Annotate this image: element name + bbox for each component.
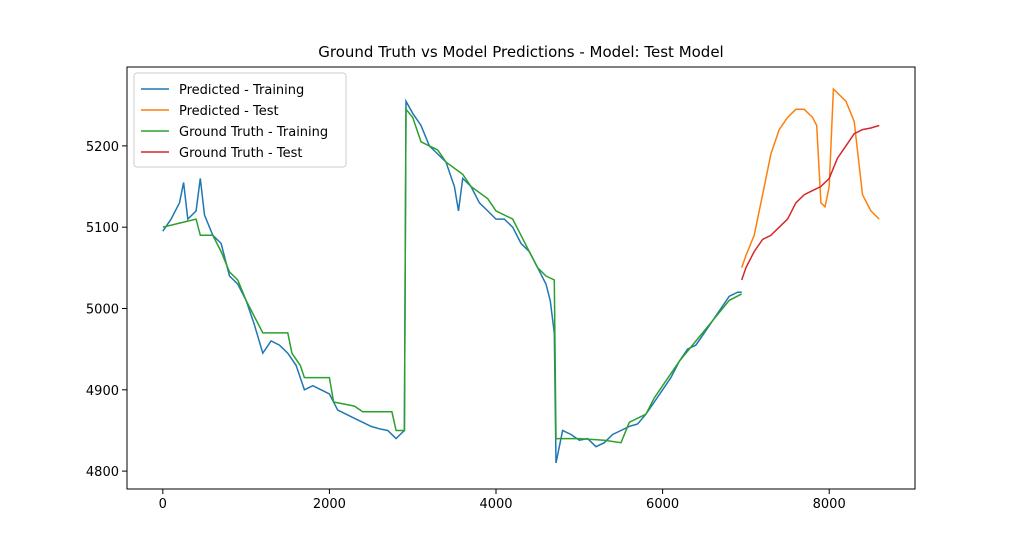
line — [740, 124, 880, 281]
y-tick-label: 5200 — [86, 140, 119, 155]
y-tick-label: 4800 — [86, 465, 119, 480]
plot-frame — [126, 66, 916, 490]
legend-label: Predicted - Training — [179, 83, 304, 98]
y-tick-label: 5000 — [86, 302, 119, 317]
line — [162, 98, 742, 464]
line — [162, 107, 743, 444]
line — [740, 87, 880, 269]
x-tick-label: 6000 — [646, 497, 679, 512]
x-tick-label: 8000 — [813, 497, 846, 512]
legend-label: Ground Truth - Test — [179, 146, 302, 161]
y-tick-label: 5100 — [86, 221, 119, 236]
x-tick-label: 0 — [159, 497, 167, 512]
x-tick-label: 4000 — [479, 497, 512, 512]
legend-box — [133, 72, 347, 168]
chart-title: Ground Truth vs Model Predictions - Mode… — [318, 43, 723, 61]
legend-label: Ground Truth - Training — [179, 125, 328, 140]
legend-label: Predicted - Test — [179, 104, 279, 119]
y-tick-label: 4900 — [86, 384, 119, 399]
x-tick-label: 2000 — [313, 497, 346, 512]
